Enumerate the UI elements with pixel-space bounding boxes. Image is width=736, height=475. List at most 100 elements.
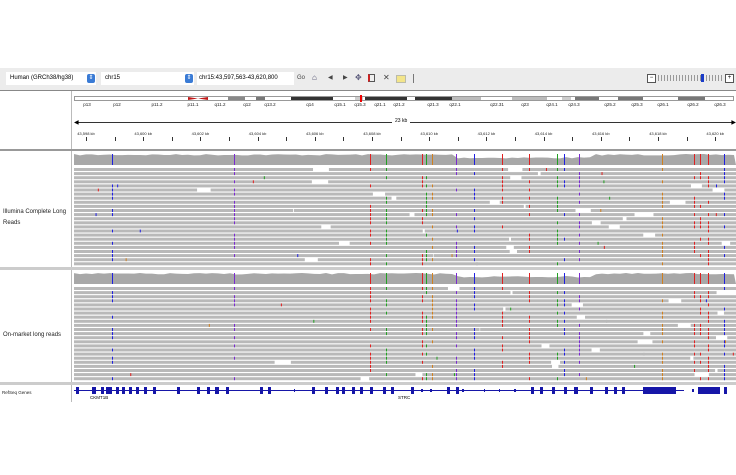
gene-label-strc[interactable]: STRC [398, 395, 411, 400]
alignment-track-illumina[interactable]: Illumina Complete Long Reads [0, 151, 736, 270]
forward-icon[interactable]: ▶ [343, 75, 348, 81]
zoom-tick[interactable] [661, 75, 662, 81]
gene-exon[interactable] [153, 387, 156, 394]
gene-exon[interactable] [430, 389, 432, 392]
chromosome-dropdown[interactable]: chr15 ⇕ [101, 72, 194, 85]
gene-exon[interactable] [447, 387, 450, 394]
gene-exon[interactable] [325, 387, 328, 394]
zoom-tick[interactable] [679, 75, 680, 81]
zoom-slider[interactable]: − + [647, 74, 734, 84]
gene-exon[interactable] [260, 387, 263, 394]
zoom-tick[interactable] [718, 75, 719, 81]
zoom-tick[interactable] [706, 75, 707, 81]
refresh-icon[interactable]: ✥ [355, 73, 362, 82]
gene-exon[interactable] [590, 387, 593, 394]
alignment-view[interactable] [74, 270, 736, 382]
read-mismatch [708, 237, 709, 241]
gene-exon[interactable] [456, 387, 459, 394]
genome-dropdown[interactable]: Human (GRCh38/hg38) ⇕ [6, 72, 96, 85]
current-region-marker[interactable] [360, 95, 362, 102]
zoom-tick[interactable] [676, 75, 677, 81]
zoom-tick[interactable] [664, 75, 665, 81]
gene-exon[interactable] [499, 389, 500, 392]
gene-exon[interactable] [106, 387, 112, 394]
zoom-slider-thumb[interactable] [700, 74, 704, 82]
zoom-tick[interactable] [700, 75, 701, 81]
gene-exon[interactable] [116, 387, 119, 394]
read-mismatch [422, 258, 423, 262]
zoom-tick[interactable] [712, 75, 713, 81]
gene-exon[interactable] [226, 387, 229, 394]
gene-exon[interactable] [531, 387, 534, 394]
zoom-tick[interactable] [709, 75, 710, 81]
gene-exon[interactable] [177, 387, 180, 394]
gene-exon[interactable] [92, 387, 96, 394]
gene-exon[interactable] [383, 387, 386, 394]
gene-exon[interactable] [215, 387, 219, 394]
zoom-tick[interactable] [682, 75, 683, 81]
zoom-tick[interactable] [670, 75, 671, 81]
gene-exon[interactable] [540, 387, 543, 394]
gene-exon[interactable] [614, 387, 617, 394]
gene-exon[interactable] [129, 387, 132, 394]
gene-exon[interactable] [294, 389, 295, 392]
gene-exon[interactable] [101, 387, 104, 394]
gene-exon[interactable] [370, 387, 373, 394]
gene-exon[interactable] [207, 387, 210, 394]
gene-exon[interactable] [268, 387, 271, 394]
gene-exon[interactable] [574, 387, 578, 394]
gene-exon[interactable] [605, 387, 608, 394]
zoom-tick[interactable] [715, 75, 716, 81]
gene-exon[interactable] [643, 387, 676, 394]
alignment-track-on-market[interactable]: On-market long reads [0, 270, 736, 385]
gene-exon[interactable] [552, 387, 555, 394]
chromosome-ideogram[interactable] [74, 95, 734, 102]
gene-view[interactable]: CKMT1B STRC [74, 385, 736, 402]
alignment-view[interactable] [74, 151, 736, 267]
gene-exon[interactable] [698, 387, 720, 394]
gene-exon[interactable] [564, 387, 567, 394]
zoom-tick[interactable] [694, 75, 695, 81]
gene-track[interactable]: RefSeq Genes CKMT1B STRC [0, 385, 736, 402]
popup-text-icon[interactable] [396, 75, 406, 83]
gene-exon[interactable] [312, 387, 315, 394]
gene-exon[interactable] [144, 387, 147, 394]
gene-exon[interactable] [136, 387, 139, 394]
zoom-out-icon[interactable]: − [647, 74, 656, 83]
gene-exon[interactable] [421, 389, 423, 392]
zoom-tick[interactable] [685, 75, 686, 81]
zoom-in-icon[interactable]: + [725, 74, 734, 83]
gene-exon[interactable] [724, 387, 727, 394]
region-icon[interactable] [368, 74, 375, 82]
gene-exon[interactable] [462, 389, 464, 392]
gene-exon[interactable] [484, 389, 485, 392]
home-icon[interactable]: ⌂ [312, 73, 317, 82]
close-icon[interactable]: ✕ [383, 73, 390, 82]
gene-exon[interactable] [197, 387, 200, 394]
zoom-tick[interactable] [688, 75, 689, 81]
gene-exon[interactable] [360, 387, 363, 394]
zoom-tick[interactable] [667, 75, 668, 81]
gene-exon[interactable] [122, 387, 125, 394]
gene-exon[interactable] [76, 387, 79, 394]
gene-exon[interactable] [514, 389, 516, 392]
gene-exon[interactable] [342, 387, 345, 394]
read-mismatch [234, 233, 235, 237]
back-icon[interactable]: ◀ [328, 75, 333, 81]
zoom-tick[interactable] [691, 75, 692, 81]
zoom-tick[interactable] [721, 75, 722, 81]
gene-exon[interactable] [391, 387, 394, 394]
ideogram-ruler[interactable]: ◀ ▶ 23 kb p13 p12 p11.2 p11.1 q11.2 q12 q13.2 q… [74, 91, 736, 149]
zoom-tick[interactable] [673, 75, 674, 81]
locus-input[interactable]: chr15:43,597,563-43,620,800 [197, 72, 294, 85]
aligned-read [349, 241, 722, 245]
gene-exon[interactable] [622, 387, 625, 394]
zoom-tick[interactable] [697, 75, 698, 81]
zoom-tick[interactable] [658, 75, 659, 81]
go-button[interactable]: Go [297, 75, 306, 81]
gene-exon[interactable] [411, 387, 414, 394]
gene-exon[interactable] [336, 387, 339, 394]
gene-exon[interactable] [352, 387, 355, 394]
gene-exon[interactable] [692, 389, 694, 392]
gene-label-ckmt1b[interactable]: CKMT1B [90, 395, 109, 400]
